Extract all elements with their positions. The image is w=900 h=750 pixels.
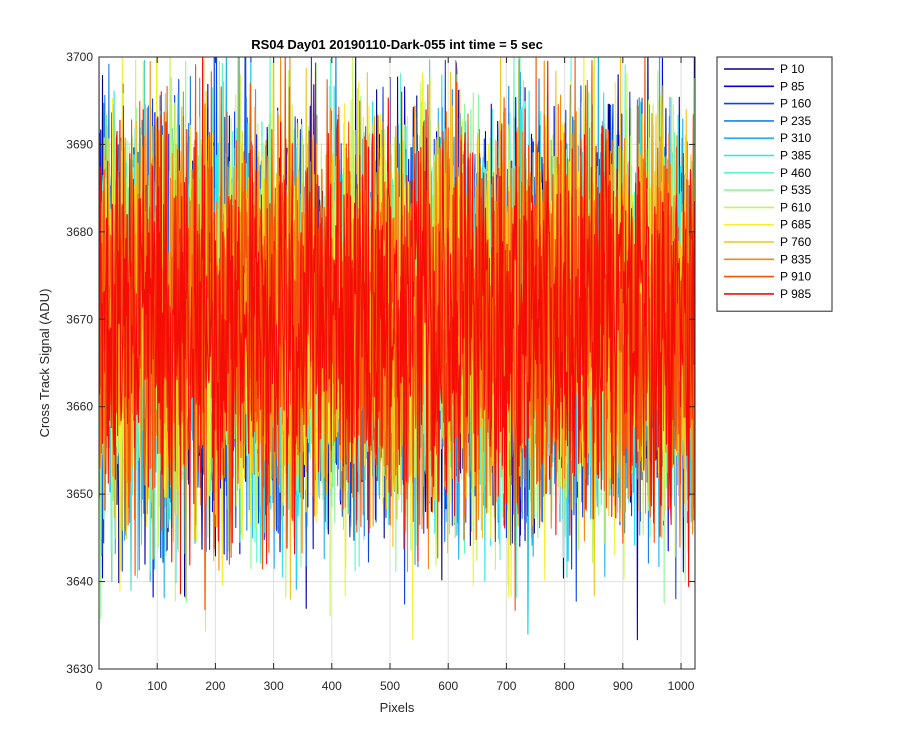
x-tick-label: 500	[380, 679, 400, 693]
legend-label: P 685	[780, 218, 811, 232]
series-line-p-985	[99, 57, 695, 595]
y-tick-label: 3630	[66, 662, 93, 676]
axis-ticks: 0 100 200 300 400 500 600 700 800 900 1000 3630 3640…	[66, 50, 695, 693]
legend-label: P 760	[780, 235, 811, 249]
legend: P 10 P 85 P 160 P 235 P 310 P 385 P 460 P 535 P …	[716, 56, 833, 312]
legend-label: P 235	[780, 114, 811, 128]
x-tick-label: 100	[147, 679, 167, 693]
plot-frame	[98, 56, 696, 670]
y-axis-label: Cross Track Signal (ADU)	[37, 289, 52, 438]
x-tick-label: 400	[322, 679, 342, 693]
x-tick-label: 1000	[668, 679, 695, 693]
legend-label: P 310	[780, 131, 811, 145]
x-tick-label: 700	[496, 679, 516, 693]
x-tick-label: 600	[438, 679, 458, 693]
x-tick-label: 0	[96, 679, 103, 693]
y-tick-label: 3670	[66, 312, 93, 326]
chart-title: RS04 Day01 20190110-Dark-055 int time = …	[251, 37, 543, 52]
series-layer	[99, 57, 695, 641]
x-tick-label: 800	[555, 679, 575, 693]
x-tick-label: 300	[264, 679, 284, 693]
legend-label: P 10	[780, 62, 805, 76]
legend-label: P 910	[780, 270, 811, 284]
y-tick-label: 3660	[66, 400, 93, 414]
y-tick-label: 3700	[66, 50, 93, 64]
legend-label: P 460	[780, 166, 811, 180]
legend-label: P 985	[780, 287, 811, 301]
x-tick-label: 900	[613, 679, 633, 693]
legend-label: P 610	[780, 200, 811, 214]
y-tick-label: 3680	[66, 225, 93, 239]
legend-label: P 160	[780, 97, 811, 111]
legend-box	[716, 56, 833, 312]
y-tick-label: 3650	[66, 487, 93, 501]
legend-label: P 835	[780, 252, 811, 266]
legend-label: P 85	[780, 79, 805, 93]
legend-label: P 535	[780, 183, 811, 197]
y-tick-label: 3690	[66, 137, 93, 151]
y-tick-label: 3640	[66, 575, 93, 589]
x-tick-label: 200	[205, 679, 225, 693]
legend-label: P 385	[780, 149, 811, 163]
x-axis-label: Pixels	[380, 700, 415, 715]
